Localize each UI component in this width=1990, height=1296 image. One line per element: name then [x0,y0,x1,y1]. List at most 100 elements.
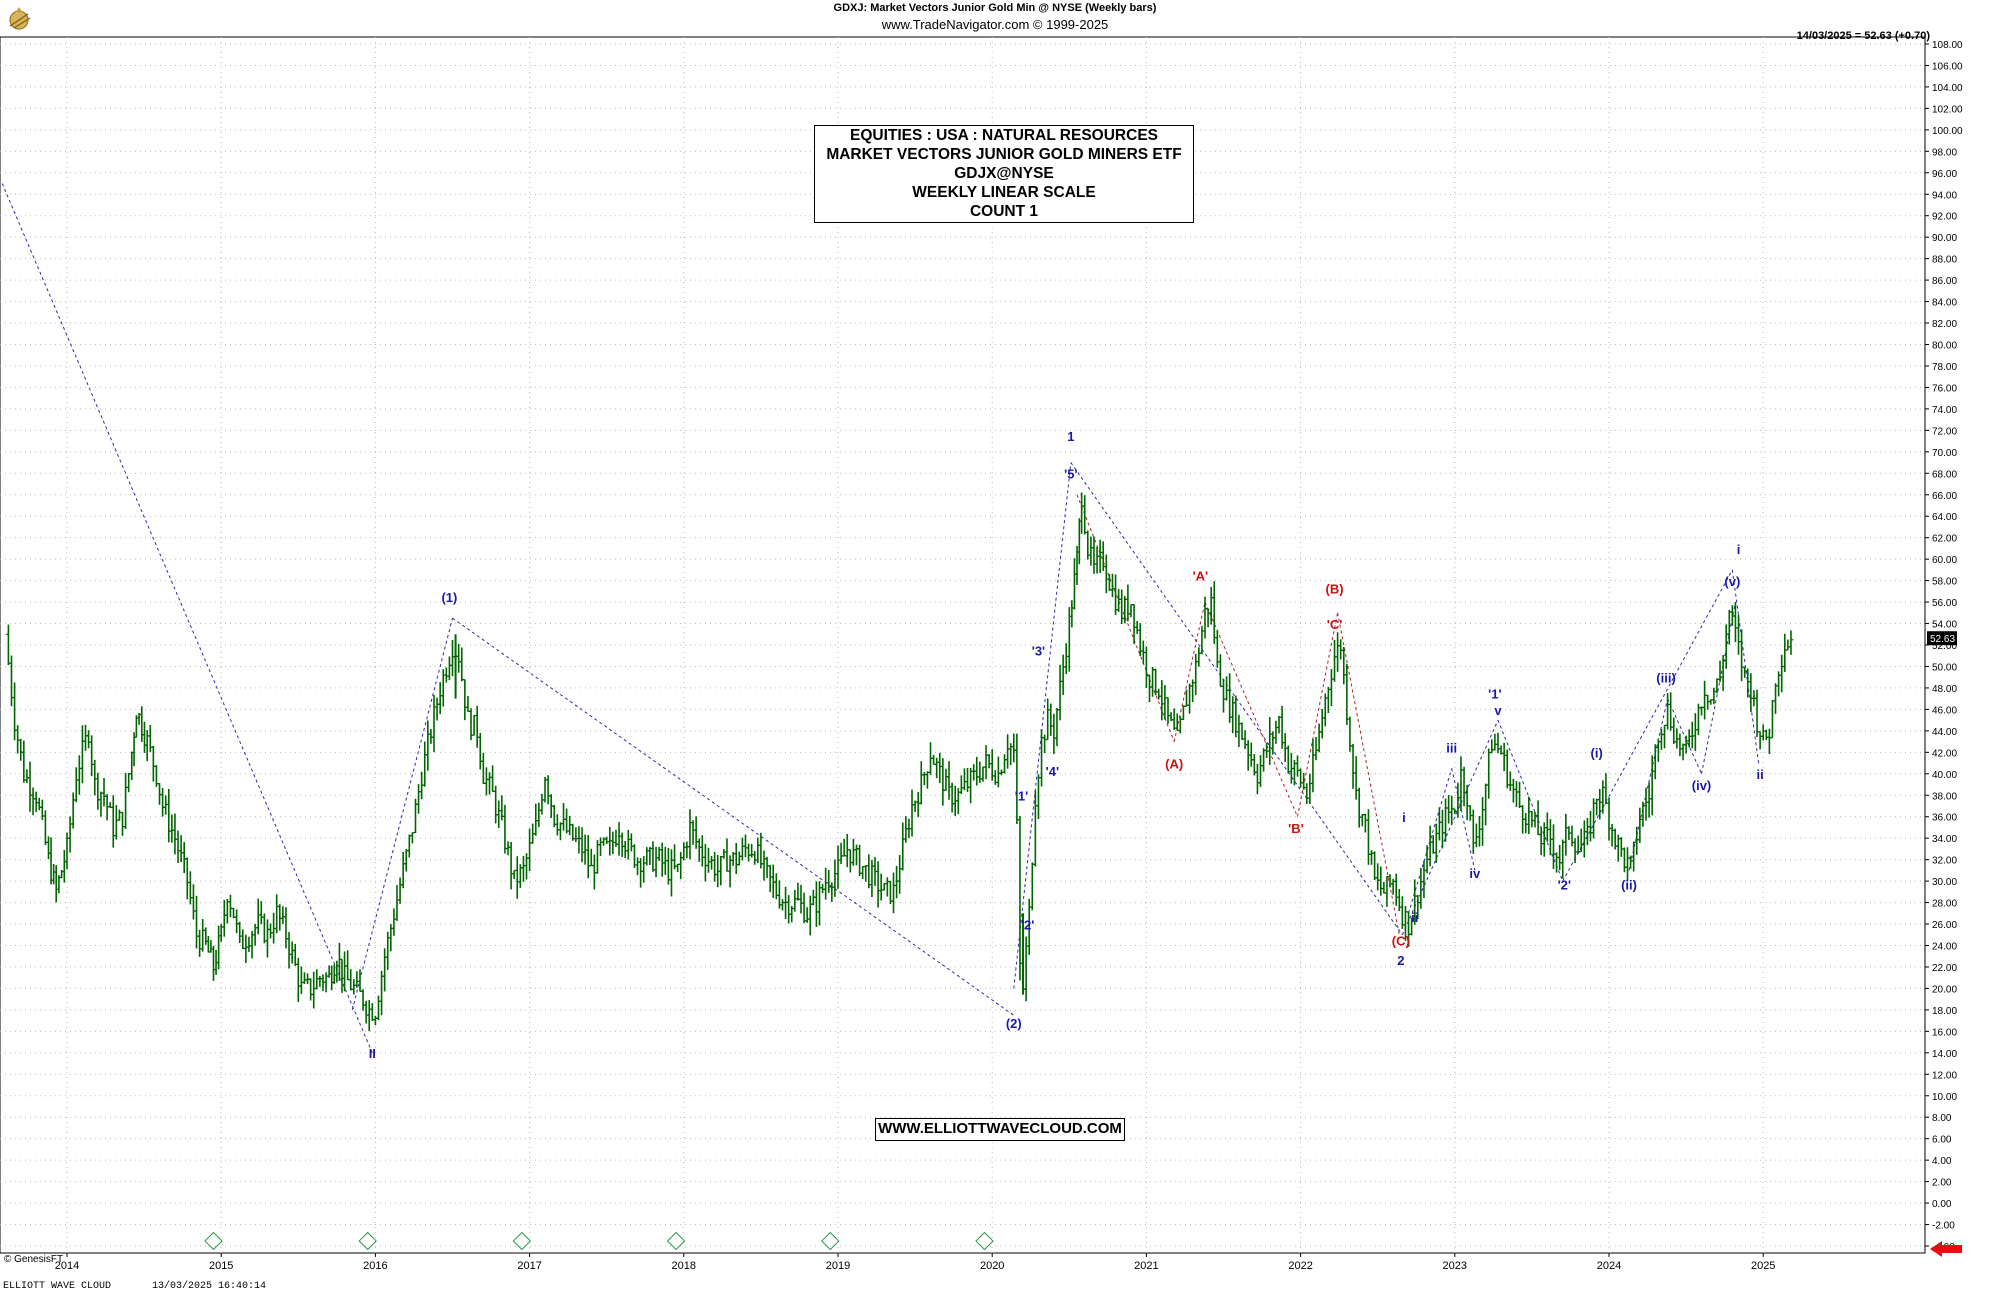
calendar-diamond-icon [821,1231,840,1251]
y-tick-label: 32.00 [1932,856,1957,867]
scroll-arrow-icon [1930,1241,1962,1257]
y-tick-label: 30.00 [1932,877,1957,888]
website-label: WWW.ELLIOTTWAVECLOUD.COM [875,1118,1125,1141]
y-tick-label: 48.00 [1932,684,1957,695]
y-tick-label: 24.00 [1932,942,1957,953]
y-tick-label: 50.00 [1932,662,1957,673]
y-tick-label: 52.00 [1932,641,1957,652]
y-tick-label: 8.00 [1932,1113,1952,1124]
x-tick-label: 2022 [1288,1260,1312,1272]
y-tick-label: 62.00 [1932,534,1957,545]
wave-label: '1' [1015,789,1028,804]
x-tick-label: 2018 [672,1260,696,1272]
y-tick-label: 72.00 [1932,426,1957,437]
wave-label: (A) [1165,756,1183,771]
calendar-diamond-icon [204,1231,223,1251]
y-tick-label: 6.00 [1932,1135,1952,1146]
wave-label: (i) [1591,746,1603,761]
y-tick-label: 56.00 [1932,598,1957,609]
x-tick-label: 2015 [209,1260,233,1272]
x-tick-label: 2023 [1443,1260,1467,1272]
wave-label: iv [1469,866,1481,881]
y-tick-label: 10.00 [1932,1092,1957,1103]
y-tick-label: 94.00 [1932,190,1957,201]
y-tick-label: 92.00 [1932,212,1957,223]
wave-label: (C) [1392,934,1410,949]
wave-label: '4' [1046,764,1059,779]
x-tick-label: 2019 [826,1260,850,1272]
y-tick-label: 40.00 [1932,770,1957,781]
y-tick-label: 20.00 [1932,984,1957,995]
wave-line-red [1204,601,1298,817]
info-line-1: EQUITIES : USA : NATURAL RESOURCES [849,127,1158,144]
y-tick-label: 76.00 [1932,383,1957,394]
wave-label: (1) [441,590,457,605]
wave-label: (iii) [1656,671,1676,686]
x-tick-label: 2017 [517,1260,541,1272]
wave-label: v [1494,703,1502,718]
chart-subtitle: www.TradeNavigator.com © 1999-2025 [881,17,1109,32]
wave-line-blue [1562,569,1733,882]
wave-label: '5' [1064,467,1077,482]
calendar-diamond-icon [666,1231,686,1251]
y-tick-label: 36.00 [1932,813,1957,824]
tradenavigator-logo [9,7,31,30]
y-tick-label: 12.00 [1932,1070,1957,1081]
wave-label: '2' [1021,917,1034,932]
y-tick-label: 104.00 [1932,83,1963,94]
wave-label: i [1737,542,1741,557]
y-tick-label: 66.00 [1932,491,1957,502]
y-tick-label: 68.00 [1932,469,1957,480]
wave-line-blue [1667,698,1702,774]
y-tick-label: 2.00 [1932,1178,1952,1189]
y-tick-label: 60.00 [1932,555,1957,566]
y-tick-label: 44.00 [1932,727,1957,738]
x-tick-label: 2025 [1751,1260,1775,1272]
y-tick-label: 38.00 [1932,791,1957,802]
wave-label: (B) [1326,581,1344,596]
wave-line-blue [351,618,453,1011]
y-tick-label: 90.00 [1932,233,1957,244]
y-tick-label: 78.00 [1932,362,1957,373]
info-line-2: MARKET VECTORS JUNIOR GOLD MINERS ETF [826,146,1182,163]
wave-label: ii [1411,910,1418,925]
y-tick-label: 54.00 [1932,620,1957,631]
wave-label: 'A' [1193,569,1209,584]
y-tick-label: 4.00 [1932,1156,1952,1167]
last-price-readout: 14/03/2025 = 52.63 (+0.70) [1796,30,1930,42]
wave-line-red [1337,612,1400,935]
wave-line-blue [1408,768,1453,914]
x-tick-label: 2014 [55,1260,79,1272]
x-tick-label: 2021 [1134,1260,1158,1272]
wave-label: 'B' [1288,821,1304,836]
y-tick-label: 96.00 [1932,169,1957,180]
wave-line-red [1173,601,1206,742]
y-tick-label: 28.00 [1932,899,1957,910]
y-tick-label: 74.00 [1932,405,1957,416]
calendar-diamond-icon [358,1231,377,1251]
wave-label: (iv) [1692,778,1712,793]
wave-line-red [1297,612,1339,817]
x-tick-label: 2016 [363,1260,387,1272]
wave-label: 2 [1397,953,1404,968]
y-tick-label: 14.00 [1932,1049,1957,1060]
wave-label: (2) [1006,1016,1022,1031]
info-box: EQUITIES : USA : NATURAL RESOURCES MARKE… [814,125,1194,223]
y-tick-label: 84.00 [1932,298,1957,309]
wave-label: (ii) [1621,878,1637,893]
y-tick-label: 58.00 [1932,577,1957,588]
wave-label: ii [1756,767,1763,782]
y-tick-label: 46.00 [1932,705,1957,716]
y-tick-label: -2.00 [1932,1221,1955,1232]
wave-line-blue [1628,698,1669,871]
info-line-5: COUNT 1 [969,203,1039,220]
y-tick-label: 82.00 [1932,319,1957,330]
y-tick-label: 0.00 [1932,1199,1952,1210]
last-price-tag-text: 52.63 [1930,634,1955,645]
calendar-diamond-icon [512,1231,532,1251]
y-tick-label: 88.00 [1932,255,1957,266]
y-tick-label: 42.00 [1932,748,1957,759]
last-price-tag [1927,631,1957,646]
y-tick-label: 26.00 [1932,920,1957,931]
